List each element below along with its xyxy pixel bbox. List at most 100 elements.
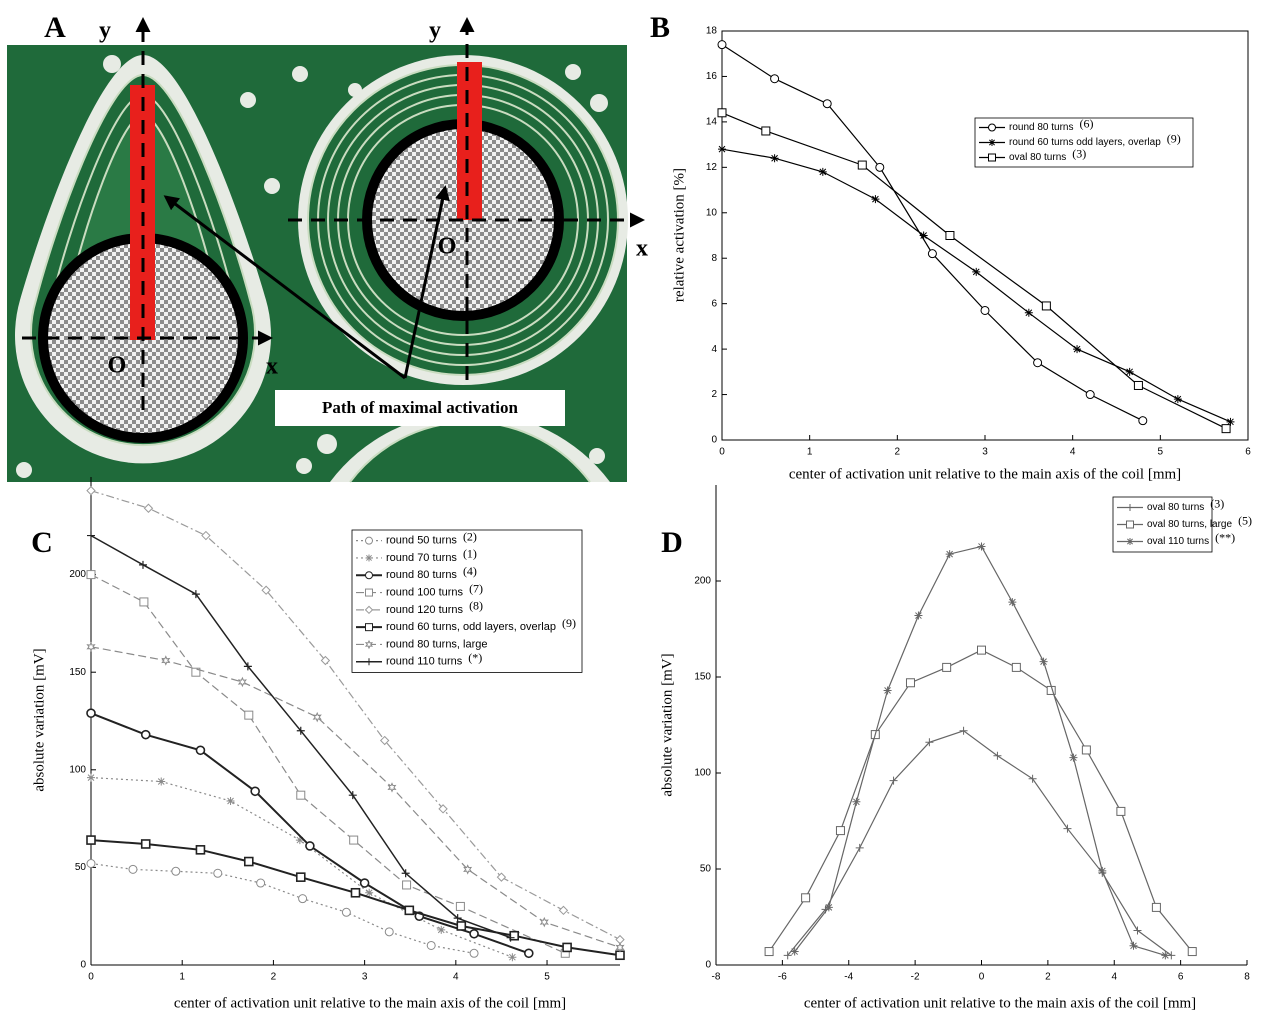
data-point [496,872,507,882]
legend-note: (**) [1215,530,1235,544]
panel-label: C [31,526,53,559]
data-point [140,839,151,849]
legend-label: round 70 turns [386,552,457,564]
data-point [1173,395,1182,404]
legend-marker [1126,538,1134,545]
data-point [790,947,799,956]
data-point [1039,657,1048,666]
data-point [1129,941,1138,950]
y-tick-label: 50 [75,862,87,873]
data-point [201,530,211,541]
x-tick-label: 6 [1245,447,1251,458]
y-tick-label: 10 [706,207,718,218]
x-tick-label: 0 [979,972,985,983]
series-line [90,490,621,941]
data-point [365,888,374,897]
data-point [925,738,934,747]
origin-label: O [108,353,127,379]
data-point [1085,390,1095,400]
data-point [140,729,151,740]
data-point [349,835,359,845]
y-tick-label: 6 [711,298,717,309]
y-tick-label: 4 [711,344,717,355]
legend-marker [988,153,996,162]
legend-marker [365,554,373,562]
data-point [942,662,952,672]
data-point [1125,367,1134,376]
data-point [157,777,166,786]
data-point [914,611,923,620]
x-tick-label: 1 [807,447,813,458]
legend-marker [988,139,996,146]
data-point [717,108,727,118]
data-point [401,869,410,878]
x-tick-label: 0 [719,447,725,458]
data-point [86,641,96,653]
legend-marker [988,123,996,132]
data-point [1063,824,1072,833]
data-point [905,678,915,688]
legend-label: round 120 turns [386,604,464,616]
data-point [138,560,147,569]
data-point [1024,308,1033,317]
data-point [1098,866,1107,875]
series-line [90,712,530,955]
plot-frame [721,30,1249,441]
data-point [1028,774,1037,783]
data-point [818,167,827,176]
x-tick-label: -2 [911,972,920,983]
data-point [1041,301,1051,311]
data-point [959,726,968,735]
x-axis-label: center of activation unit relative to th… [804,995,1196,1011]
data-point [86,858,96,868]
x-axis-label: center of activation unit relative to th… [789,466,1181,482]
data-point [250,786,260,797]
legend-label: oval 80 turns [1147,502,1204,513]
data-point [539,916,549,928]
data-point [977,542,986,551]
data-point [86,835,96,845]
data-point [341,907,351,917]
data-point [1073,345,1082,354]
x-tick-label: 4 [1070,447,1076,458]
data-point [718,145,726,154]
data-point [195,845,206,855]
data-point [256,878,266,888]
legend-note: (5) [1238,513,1252,527]
data-point [993,751,1002,760]
legend-note: (1) [463,547,477,561]
data-point [379,735,390,746]
axes-a [22,17,645,410]
panel-label: B [650,11,670,44]
data-point [86,570,96,580]
legend-label: round 60 turns, odd layers, overlap [386,621,556,633]
data-point [1221,424,1231,434]
data-point [972,267,981,276]
data-point [87,773,95,782]
data-point [977,645,986,655]
legend-note: (6) [1080,116,1094,130]
data-point [191,590,200,599]
legend-note: (3) [1210,496,1224,510]
data-point [980,305,990,315]
data-point [1161,951,1170,960]
data-point [453,914,462,923]
axis-label: y [429,18,441,44]
y-tick-label: 150 [694,672,711,683]
origin-label: O [438,234,457,260]
data-point [348,791,357,800]
y-axis-label: relative activation [%] [671,168,687,302]
data-point [945,550,954,559]
annotation-box [275,390,565,426]
panel-a: Path of maximal activation A y x y x O O [7,11,648,483]
legend-marker [1126,520,1134,529]
data-point [195,745,206,756]
data-point [857,160,867,170]
x-axis-label: center of activation unit relative to th… [174,995,566,1011]
x-tick-label: 0 [88,972,94,983]
data-point [508,953,517,962]
legend-marker [365,588,373,597]
x-tick-label: 2 [271,972,277,983]
